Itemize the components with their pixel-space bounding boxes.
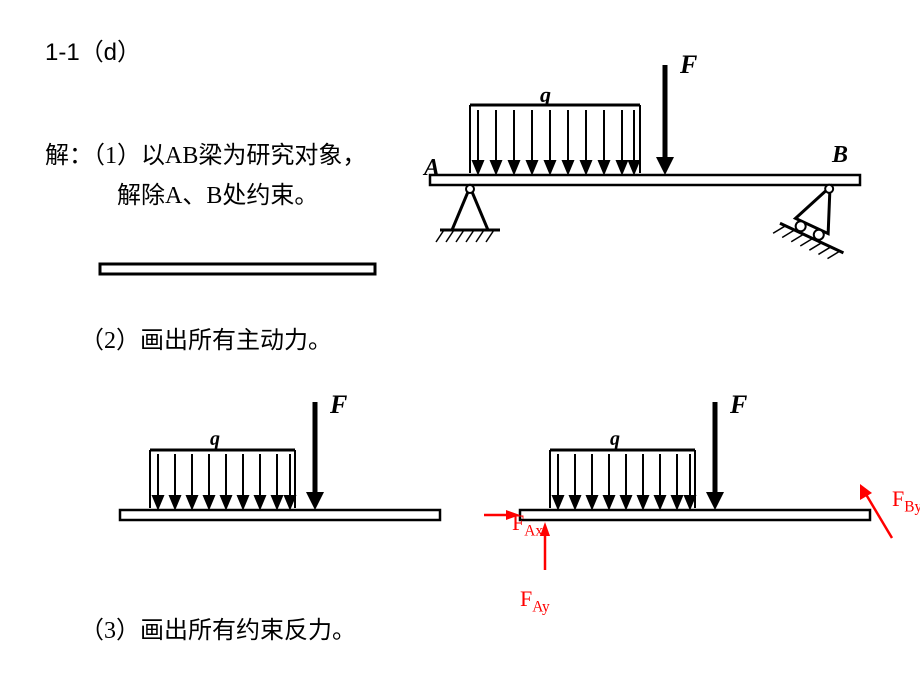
label-FAy: FAy <box>498 560 550 642</box>
free-beam-figure <box>100 262 380 280</box>
slide-root: 1-1（d） 解：（1）以AB梁为研究对象， 解除A、B处约束。 （2）画出所有… <box>0 0 920 690</box>
step3-figure <box>490 390 900 590</box>
step1-line1: 解：（1）以AB梁为研究对象， <box>45 135 366 170</box>
step1-line2: 解除A、B处约束。 <box>117 175 318 210</box>
main-figure <box>410 55 890 265</box>
distributed-load-arrows <box>473 110 639 173</box>
step2-heading: （2）画出所有主动力。 <box>80 320 332 355</box>
problem-id: 1-1（d） <box>45 32 141 67</box>
main-label-F: F <box>680 50 697 80</box>
main-label-A: A <box>424 155 440 182</box>
main-label-B: B <box>832 142 848 169</box>
step2-label-q: q <box>210 428 220 451</box>
step3-heading: （3）画出所有约束反力。 <box>80 610 356 645</box>
step3-label-F: F <box>730 390 747 420</box>
step3-label-q: q <box>610 428 620 451</box>
main-label-q: q <box>540 82 551 108</box>
label-FAx: FAx <box>490 484 543 566</box>
label-FBy: FBy <box>870 460 920 542</box>
step2-label-F: F <box>330 390 347 420</box>
step2-figure <box>100 390 450 540</box>
